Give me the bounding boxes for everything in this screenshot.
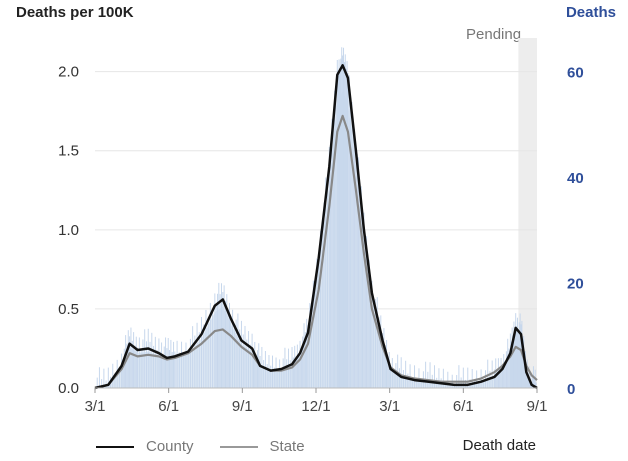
y-tick-right: 0 xyxy=(567,381,575,398)
series-line-county xyxy=(94,64,538,390)
y-tick-left: 2.0 xyxy=(58,64,79,81)
x-tick-label: 12/1 xyxy=(301,398,330,415)
x-tick-label: 6/1 xyxy=(158,398,179,415)
y-tick-left: 1.0 xyxy=(58,222,79,239)
y-tick-right: 20 xyxy=(567,276,584,293)
x-tick-label: 6/1 xyxy=(453,398,474,415)
x-axis-title: Death date xyxy=(462,437,536,454)
legend-item-county[interactable]: County xyxy=(96,438,194,455)
legend-label-county: County xyxy=(146,438,194,455)
left-axis-title: Deaths per 100K xyxy=(16,4,134,21)
x-tick-label: 3/1 xyxy=(379,398,400,415)
legend-swatch-county xyxy=(96,445,134,448)
y-tick-left: 0.0 xyxy=(58,380,79,397)
x-tick-label: 9/1 xyxy=(527,398,548,415)
series-line-state xyxy=(94,114,538,390)
legend: County State xyxy=(96,438,331,455)
x-tick-label: 9/1 xyxy=(232,398,253,415)
y-tick-left: 0.5 xyxy=(58,301,79,318)
right-axis-title: Deaths xyxy=(565,4,616,21)
legend-item-state[interactable]: State xyxy=(219,438,305,455)
x-tick-label: 3/1 xyxy=(85,398,106,415)
pending-shade xyxy=(518,38,537,388)
legend-label-state: State xyxy=(269,438,305,455)
y-tick-right: 60 xyxy=(567,65,584,82)
legend-swatch-state xyxy=(219,445,258,448)
pending-label: Pending xyxy=(466,26,522,43)
y-tick-right: 40 xyxy=(567,170,584,187)
y-tick-left: 1.5 xyxy=(58,143,79,160)
